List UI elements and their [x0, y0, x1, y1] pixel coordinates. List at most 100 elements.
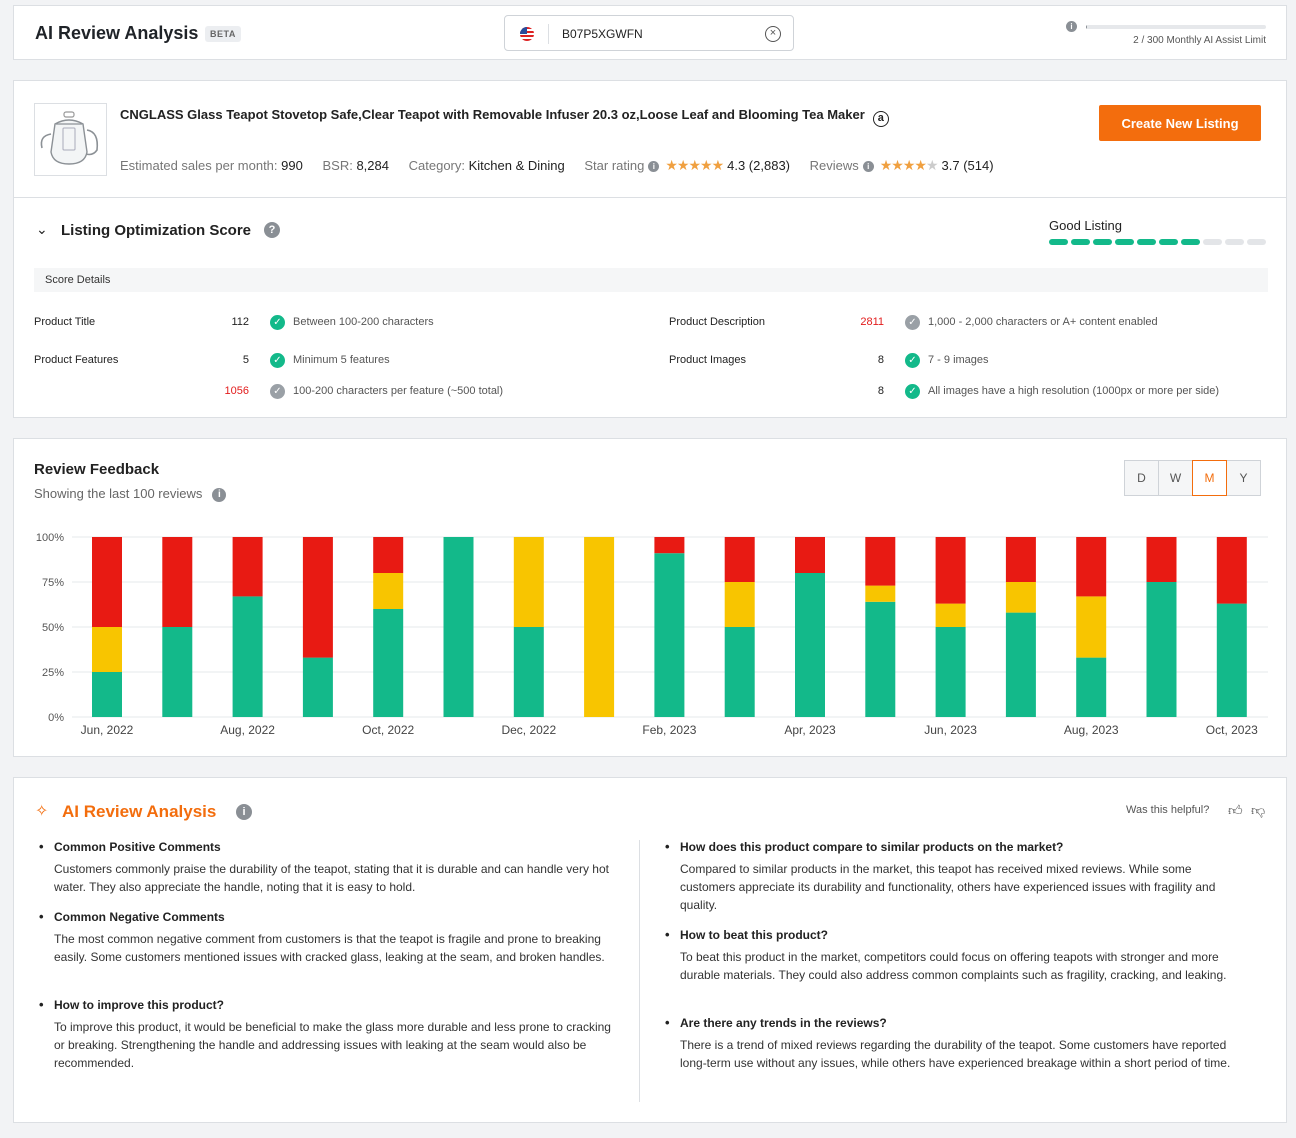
score-segment [1137, 239, 1156, 245]
section-divider [14, 197, 1286, 198]
bar-segment[interactable] [584, 537, 615, 717]
reviews-count-info-icon[interactable]: i [212, 488, 227, 502]
star-rating-info-icon[interactable]: i [648, 161, 660, 172]
chevron-down-icon[interactable]: ⌄ [36, 221, 48, 237]
star-rating-label: Star rating [584, 158, 645, 173]
bar-segment[interactable] [1146, 537, 1177, 582]
bar-segment[interactable] [1076, 657, 1107, 717]
product-title: CNGLASS Glass Teapot Stovetop Safe,Clear… [120, 107, 889, 127]
bar-segment[interactable] [513, 627, 544, 717]
bar-segment[interactable] [443, 537, 474, 717]
period-button-y[interactable]: Y [1226, 460, 1261, 496]
period-button-w[interactable]: W [1158, 460, 1193, 496]
bar-segment[interactable] [654, 553, 685, 717]
bsr-value: 8,284 [356, 158, 389, 173]
check-circle-grey-icon: ✓ [905, 315, 920, 330]
limit-progress-fill [1086, 25, 1088, 29]
analysis-question: How does this product compare to similar… [665, 838, 1250, 856]
score-row-label: Product Images [669, 354, 747, 366]
score-row-label: Product Title [34, 316, 96, 328]
product-thumbnail[interactable] [34, 103, 107, 176]
helpful-prompt: Was this helpful? [1126, 804, 1210, 816]
bar-segment[interactable] [373, 609, 404, 717]
score-segment [1247, 239, 1266, 245]
bar-segment[interactable] [1005, 612, 1036, 717]
score-row-label: Product Description [669, 316, 765, 328]
bsr-label: BSR: [322, 158, 353, 173]
x-tick-label: Jun, 2023 [924, 723, 977, 737]
thumbs-down-icon[interactable]: 👎︎ [1251, 802, 1266, 818]
bar-segment[interactable] [865, 585, 896, 602]
bar-segment[interactable] [162, 537, 193, 627]
period-button-m[interactable]: M [1192, 460, 1227, 496]
check-circle-grey-icon: ✓ [270, 384, 285, 399]
listing-status: Good Listing [1049, 218, 1122, 233]
bar-segment[interactable] [865, 537, 896, 586]
bar-segment[interactable] [302, 657, 333, 717]
analysis-answer: The most common negative comment from cu… [54, 932, 605, 964]
reviews-value: 3.7 (514) [941, 158, 994, 173]
bar-segment[interactable] [935, 537, 966, 604]
reviews-label: Reviews [809, 158, 859, 173]
review-feedback-chart: 0% 25% 50% 75% 100% Jun, 2022 Aug, 2022 Oct, 20… [36, 532, 1268, 737]
bar-segment[interactable] [724, 537, 755, 582]
bar-segment[interactable] [162, 627, 193, 717]
bar-segment[interactable] [1076, 537, 1107, 597]
x-tick-label: Apr, 2023 [784, 723, 836, 737]
score-segment [1093, 239, 1112, 245]
x-tick-label: Jun, 2022 [81, 723, 134, 737]
bar-segment[interactable] [232, 537, 263, 597]
optimization-title[interactable]: Listing Optimization Score [61, 222, 252, 239]
score-row-criteria: 100-200 characters per feature (~500 tot… [293, 385, 504, 397]
bar-segment[interactable] [373, 537, 404, 573]
bar-segment[interactable] [92, 672, 122, 717]
analysis-question: Common Positive Comments [39, 838, 624, 856]
clear-icon[interactable]: × [765, 26, 781, 42]
score-segment [1159, 239, 1178, 245]
bar-segment[interactable] [795, 537, 825, 573]
bar-segment[interactable] [1216, 603, 1247, 717]
bar-segment[interactable] [1005, 582, 1036, 613]
ai-info-icon[interactable]: i [236, 804, 252, 820]
x-tick-label: Oct, 2023 [1206, 723, 1258, 737]
star-rating-stars-icon: ★★★★★ [665, 157, 724, 173]
bar-segment[interactable] [92, 627, 122, 672]
create-new-listing-button[interactable]: Create New Listing [1099, 105, 1261, 141]
bar-segment[interactable] [1005, 537, 1036, 582]
bar-segment[interactable] [795, 573, 825, 717]
bar-segment[interactable] [232, 596, 263, 717]
star-rating-metric: Star rating i ★★★★★ 4.3 (2,883) [584, 157, 790, 173]
bar-segment[interactable] [724, 582, 755, 627]
reviews-metric: Reviews i ★★★★★ 3.7 (514) [809, 157, 994, 173]
score-row-value: 8 [877, 354, 884, 366]
score-segment [1071, 239, 1090, 245]
bar-segment[interactable] [724, 627, 755, 717]
period-button-d[interactable]: D [1124, 460, 1159, 496]
asin-search-input[interactable] [562, 24, 752, 44]
bar-segment[interactable] [935, 603, 966, 627]
bar-segment[interactable] [935, 627, 966, 717]
help-icon[interactable]: ? [264, 222, 280, 238]
reviews-info-icon[interactable]: i [862, 161, 874, 172]
x-tick-label: Aug, 2023 [1064, 723, 1119, 737]
bar-segment[interactable] [1146, 582, 1177, 717]
bar-segment[interactable] [654, 537, 685, 554]
us-flag-icon[interactable] [520, 27, 534, 41]
sales-value: 990 [281, 158, 303, 173]
y-tick-label: 75% [42, 577, 64, 589]
bar-segment[interactable] [373, 573, 404, 609]
analysis-answer: To improve this product, it would be ben… [54, 1020, 611, 1070]
bar-segment[interactable] [513, 537, 544, 627]
limit-info-icon[interactable]: i [1066, 21, 1077, 32]
score-row-criteria: Between 100-200 characters [293, 316, 434, 328]
score-row: 1056 ✓ 100-200 characters per feature (~50… [34, 384, 634, 400]
bar-segment[interactable] [302, 537, 333, 658]
column-divider [639, 840, 640, 1102]
score-row-label: Product Features [34, 354, 119, 366]
bar-segment[interactable] [1076, 596, 1107, 658]
bar-segment[interactable] [92, 537, 122, 627]
amazon-icon[interactable]: a [872, 111, 889, 127]
bar-segment[interactable] [1216, 537, 1247, 604]
thumbs-up-icon[interactable]: 👍︎ [1228, 802, 1243, 818]
bar-segment[interactable] [865, 601, 896, 717]
